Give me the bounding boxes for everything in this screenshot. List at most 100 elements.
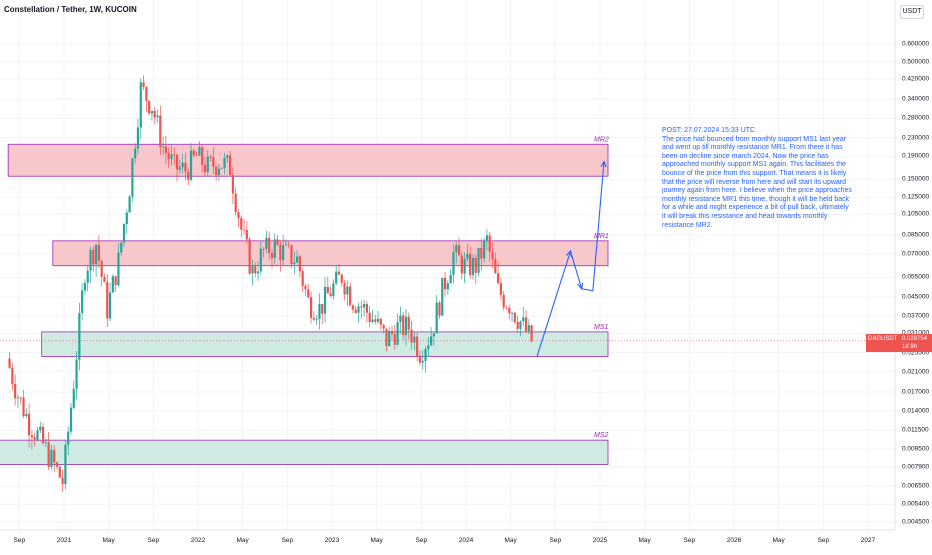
- price-tag-countdown: 1d 9h: [902, 343, 918, 350]
- candle-body: [240, 218, 243, 230]
- candle-body: [67, 431, 70, 445]
- candle-body: [374, 319, 377, 322]
- candle-body: [83, 282, 87, 291]
- candle-body: [153, 110, 156, 118]
- candle-body: [421, 360, 424, 363]
- y-tick-label: 0.070000: [902, 250, 930, 258]
- candle-body: [432, 333, 435, 337]
- candle-body: [491, 251, 494, 260]
- candle-body: [92, 249, 95, 265]
- candle-body: [296, 256, 299, 263]
- candle-body: [22, 397, 25, 417]
- y-tick-label: 0.017000: [902, 388, 930, 396]
- candle-body: [61, 477, 64, 485]
- candle-body: [477, 247, 480, 273]
- candle-body: [262, 248, 265, 250]
- projection-arrowhead: [577, 282, 584, 290]
- candle-body: [323, 286, 327, 314]
- candle-body: [393, 333, 396, 345]
- candle-body: [245, 230, 248, 240]
- candle-body: [390, 330, 394, 334]
- candle-body: [357, 306, 360, 313]
- x-tick-label: Sep: [549, 537, 562, 544]
- candle-body: [524, 317, 528, 332]
- zone-ms1: [41, 331, 609, 357]
- candle-body: [159, 115, 162, 148]
- candle-body: [321, 304, 324, 314]
- candle-body: [217, 168, 221, 176]
- candle-body: [103, 276, 106, 282]
- y-tick-label: 0.105000: [902, 210, 930, 218]
- candle-body: [41, 426, 45, 444]
- candle-body: [368, 312, 371, 323]
- candle-body: [187, 171, 190, 180]
- candle-body: [463, 258, 466, 274]
- candle-body: [198, 147, 201, 156]
- candle-body: [53, 449, 56, 463]
- x-tick-label: Sep: [13, 537, 26, 544]
- currency-button[interactable]: USDT: [900, 5, 924, 19]
- candle-body: [220, 167, 223, 169]
- candle-body: [265, 237, 268, 249]
- candle-body: [402, 315, 405, 336]
- y-tick-label: 0.190000: [902, 152, 930, 160]
- candle-body: [270, 253, 274, 259]
- candle-body: [443, 277, 447, 290]
- candle-body: [452, 252, 455, 275]
- candle-body: [148, 100, 151, 114]
- candle-body: [332, 283, 335, 297]
- candle-body: [441, 277, 444, 316]
- candle-body: [519, 321, 522, 329]
- candle-body: [97, 244, 100, 261]
- candle-body: [117, 252, 120, 286]
- candle-body: [95, 244, 98, 265]
- candle-body: [335, 271, 338, 284]
- candle-body: [510, 312, 514, 314]
- y-tick-label: 0.600000: [902, 40, 930, 48]
- candle-body: [471, 257, 475, 276]
- y-tick-label: 0.045000: [902, 293, 930, 301]
- candle-body: [279, 244, 282, 261]
- price-tag-value: 0.028754: [902, 335, 928, 342]
- candle-body: [131, 158, 134, 197]
- candle-body: [287, 244, 290, 246]
- candle-body: [64, 444, 67, 485]
- candle-body: [379, 318, 382, 325]
- candle-body: [382, 324, 385, 329]
- candle-body: [128, 196, 131, 213]
- candle-body: [329, 293, 332, 297]
- candle-body: [407, 316, 410, 330]
- candle-body: [371, 319, 374, 323]
- candle-body: [363, 303, 366, 308]
- candle-body: [446, 283, 449, 290]
- zone-label: MR2: [594, 136, 609, 143]
- candle-body: [170, 154, 173, 160]
- candle-body: [237, 212, 240, 219]
- candle-body: [424, 349, 427, 361]
- candle-body: [28, 413, 31, 436]
- zone-label: MR1: [594, 233, 609, 240]
- y-tick-label: 0.007900: [902, 463, 930, 471]
- candle-body: [365, 303, 368, 313]
- candle-body: [69, 407, 73, 432]
- candle-body: [284, 244, 288, 246]
- candle-body: [256, 271, 260, 274]
- candle-body: [307, 289, 310, 298]
- candle-body: [50, 449, 53, 467]
- x-tick-label: Sep: [415, 537, 428, 544]
- candle-body: [134, 148, 137, 159]
- candle-body: [259, 248, 262, 272]
- candle-body: [167, 152, 170, 160]
- candle-body: [494, 259, 497, 274]
- y-tick-label: 0.125000: [902, 193, 930, 201]
- projection-arrow: [536, 160, 607, 357]
- x-tick-label: Sep: [817, 537, 830, 544]
- candle-body: [139, 82, 142, 128]
- y-tick-label: 0.280000: [902, 114, 930, 122]
- candle-body: [513, 312, 516, 322]
- candle-body: [312, 317, 315, 320]
- x-tick-label: 2024: [458, 537, 474, 544]
- candle-body: [106, 281, 109, 319]
